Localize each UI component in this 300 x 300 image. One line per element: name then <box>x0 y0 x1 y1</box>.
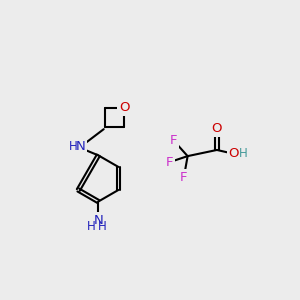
Text: H: H <box>69 140 78 153</box>
Text: H: H <box>87 220 96 233</box>
Text: N: N <box>93 214 103 226</box>
Text: H: H <box>98 220 106 233</box>
Text: N: N <box>76 140 85 153</box>
Text: F: F <box>170 134 178 147</box>
Text: O: O <box>212 122 222 135</box>
Text: F: F <box>165 156 173 169</box>
Text: H: H <box>239 147 248 160</box>
Text: O: O <box>119 101 130 114</box>
Text: F: F <box>180 171 188 184</box>
Text: O: O <box>229 147 239 160</box>
